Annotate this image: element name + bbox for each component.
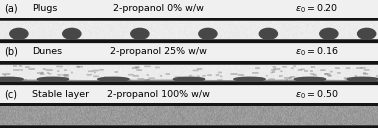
Bar xyxy=(0,81,378,82)
Text: $\epsilon_0 = 0.20$: $\epsilon_0 = 0.20$ xyxy=(295,3,338,15)
Ellipse shape xyxy=(177,78,184,79)
Bar xyxy=(0,18,378,20)
Ellipse shape xyxy=(294,77,325,81)
Text: (c): (c) xyxy=(4,89,17,99)
Bar xyxy=(0,20,378,21)
Ellipse shape xyxy=(93,70,99,71)
Text: (a): (a) xyxy=(4,4,17,14)
Bar xyxy=(0,126,378,128)
Ellipse shape xyxy=(199,28,217,39)
Ellipse shape xyxy=(98,77,129,81)
Text: Plugs: Plugs xyxy=(32,4,57,13)
Bar xyxy=(0,39,378,40)
Text: 2-propanol 0% w/w: 2-propanol 0% w/w xyxy=(113,4,204,13)
Text: $\epsilon_0 = 0.50$: $\epsilon_0 = 0.50$ xyxy=(295,88,339,100)
Ellipse shape xyxy=(358,28,376,39)
Ellipse shape xyxy=(347,77,378,81)
Text: Stable layer: Stable layer xyxy=(32,90,89,99)
Ellipse shape xyxy=(10,28,28,39)
Ellipse shape xyxy=(193,70,198,71)
Bar xyxy=(0,82,378,85)
Ellipse shape xyxy=(234,77,265,81)
Text: Dunes: Dunes xyxy=(32,47,62,56)
Ellipse shape xyxy=(37,77,68,81)
Bar xyxy=(0,125,378,126)
Ellipse shape xyxy=(320,28,338,39)
Bar xyxy=(0,40,378,43)
Ellipse shape xyxy=(0,77,23,81)
Text: 2-propanol 25% w/w: 2-propanol 25% w/w xyxy=(110,47,207,56)
Bar xyxy=(0,61,378,64)
Bar xyxy=(0,103,378,106)
Ellipse shape xyxy=(174,77,204,81)
Ellipse shape xyxy=(259,28,277,39)
Text: $\epsilon_0 = 0.16$: $\epsilon_0 = 0.16$ xyxy=(295,45,339,58)
Ellipse shape xyxy=(56,66,62,67)
Ellipse shape xyxy=(131,28,149,39)
Bar xyxy=(0,80,378,81)
Text: (b): (b) xyxy=(4,47,18,57)
Bar xyxy=(0,64,378,65)
Text: 2-propanol 100% w/w: 2-propanol 100% w/w xyxy=(107,90,210,99)
Ellipse shape xyxy=(63,28,81,39)
